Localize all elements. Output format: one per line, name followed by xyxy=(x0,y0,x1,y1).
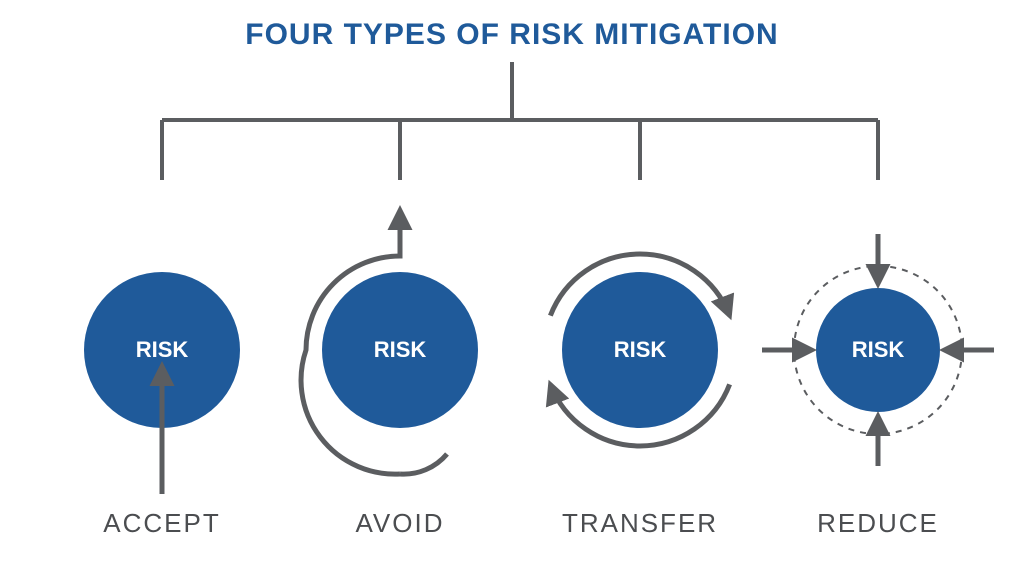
risk-circle-transfer: RISK xyxy=(562,272,718,428)
risk-circle-label: RISK xyxy=(136,337,189,363)
risk-circle-label: RISK xyxy=(614,337,667,363)
risk-circle-label: RISK xyxy=(852,337,905,363)
risk-circle-label: RISK xyxy=(374,337,427,363)
label-avoid: AVOID xyxy=(300,508,500,539)
risk-circle-accept: RISK xyxy=(84,272,240,428)
diagram-title: FOUR TYPES OF RISK MITIGATION xyxy=(0,18,1024,52)
risk-circle-avoid: RISK xyxy=(322,272,478,428)
risk-circle-reduce: RISK xyxy=(816,288,940,412)
diagram-canvas: FOUR TYPES OF RISK MITIGATION RISK RISK … xyxy=(0,0,1024,576)
label-transfer: TRANSFER xyxy=(540,508,740,539)
label-reduce: REDUCE xyxy=(778,508,978,539)
label-accept: ACCEPT xyxy=(62,508,262,539)
